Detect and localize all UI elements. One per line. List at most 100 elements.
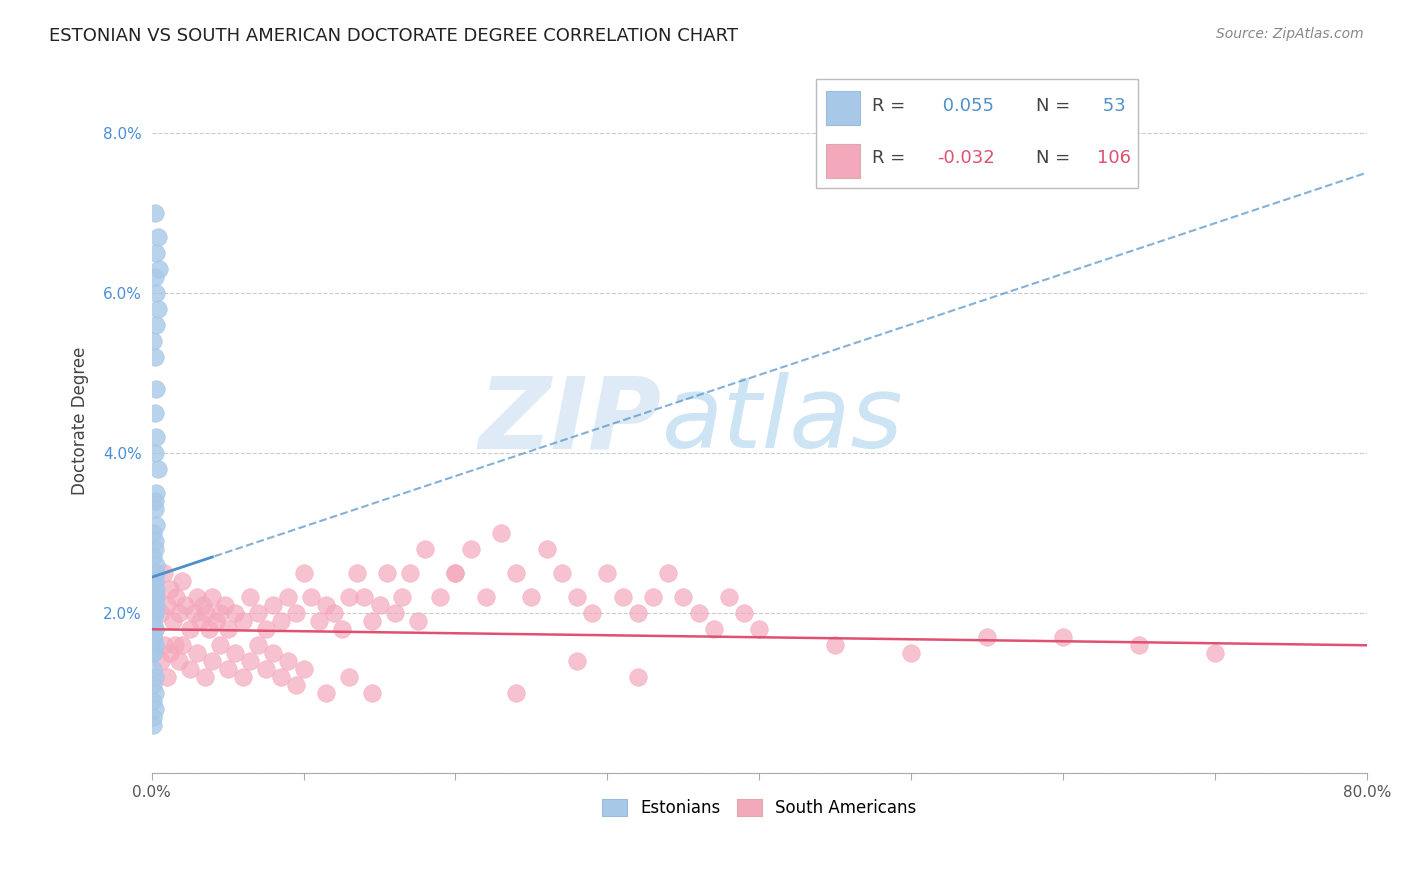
Point: [159, 646, 181, 660]
Point: [145, 430, 167, 444]
Text: R =: R =: [872, 149, 905, 167]
Point: [167, 654, 190, 668]
Point: [361, 686, 384, 700]
Point: [159, 582, 181, 597]
Point: [163, 638, 186, 652]
Point: [277, 591, 299, 605]
Point: [143, 205, 166, 219]
Point: [214, 598, 236, 612]
Point: [247, 606, 270, 620]
Point: [145, 582, 167, 597]
Text: Source: ZipAtlas.com: Source: ZipAtlas.com: [1216, 27, 1364, 41]
Point: [262, 646, 284, 660]
Point: [270, 614, 292, 628]
Point: [254, 662, 277, 676]
Point: [143, 638, 166, 652]
Point: [346, 566, 368, 581]
Point: [156, 670, 179, 684]
Point: [627, 670, 650, 684]
Point: [688, 606, 710, 620]
Point: [224, 606, 246, 620]
Point: [391, 591, 413, 605]
Point: [399, 566, 422, 581]
Text: R =: R =: [872, 97, 905, 115]
Point: [406, 614, 429, 628]
Point: [232, 670, 254, 684]
Point: [148, 261, 170, 276]
Point: [143, 638, 166, 652]
Point: [368, 598, 391, 612]
Text: 53: 53: [1097, 97, 1126, 115]
Point: [657, 566, 679, 581]
Point: [142, 646, 165, 660]
Point: [149, 654, 172, 668]
Point: [900, 646, 922, 660]
Point: [239, 591, 262, 605]
Point: [413, 542, 436, 557]
Point: [193, 598, 215, 612]
Point: [145, 285, 167, 300]
Point: [1052, 630, 1074, 644]
Point: [285, 606, 308, 620]
Point: [551, 566, 574, 581]
Point: [142, 630, 165, 644]
Point: [162, 614, 184, 628]
Point: [186, 646, 208, 660]
Point: [444, 566, 467, 581]
Point: [142, 334, 165, 348]
Point: [142, 630, 165, 644]
FancyBboxPatch shape: [827, 91, 860, 125]
Point: [733, 606, 755, 620]
Text: -0.032: -0.032: [936, 149, 994, 167]
Point: [641, 591, 664, 605]
Point: [143, 606, 166, 620]
Point: [520, 591, 543, 605]
Point: [209, 606, 232, 620]
Point: [232, 614, 254, 628]
Point: [146, 462, 169, 476]
Point: [145, 518, 167, 533]
Point: [536, 542, 558, 557]
Point: [142, 662, 165, 676]
Point: [323, 606, 346, 620]
Point: [460, 542, 482, 557]
Point: [143, 702, 166, 716]
Point: [153, 638, 176, 652]
Point: [703, 622, 725, 636]
Point: [179, 622, 201, 636]
Point: [172, 574, 194, 589]
Point: [204, 614, 226, 628]
Point: [143, 622, 166, 636]
Point: [145, 318, 167, 332]
Text: 106: 106: [1097, 149, 1130, 167]
Point: [337, 670, 360, 684]
Point: [209, 638, 232, 652]
Point: [145, 245, 167, 260]
Point: [145, 591, 167, 605]
Point: [153, 566, 176, 581]
Point: [143, 591, 166, 605]
Point: [201, 591, 224, 605]
Point: [156, 598, 179, 612]
Point: [143, 591, 166, 605]
Point: [143, 622, 166, 636]
FancyBboxPatch shape: [827, 144, 860, 178]
Point: [612, 591, 634, 605]
Point: [142, 694, 165, 708]
Point: [198, 622, 221, 636]
Point: [165, 591, 187, 605]
Point: [194, 670, 217, 684]
Text: ESTONIAN VS SOUTH AMERICAN DOCTORATE DEGREE CORRELATION CHART: ESTONIAN VS SOUTH AMERICAN DOCTORATE DEG…: [49, 27, 738, 45]
Point: [330, 622, 353, 636]
FancyBboxPatch shape: [817, 79, 1139, 188]
Point: [145, 486, 167, 500]
Point: [143, 494, 166, 508]
Point: [315, 598, 337, 612]
Point: [142, 550, 165, 565]
Point: [142, 614, 165, 628]
Point: [142, 526, 165, 541]
Point: [308, 614, 330, 628]
Point: [239, 654, 262, 668]
Point: [143, 606, 166, 620]
Point: [143, 446, 166, 460]
